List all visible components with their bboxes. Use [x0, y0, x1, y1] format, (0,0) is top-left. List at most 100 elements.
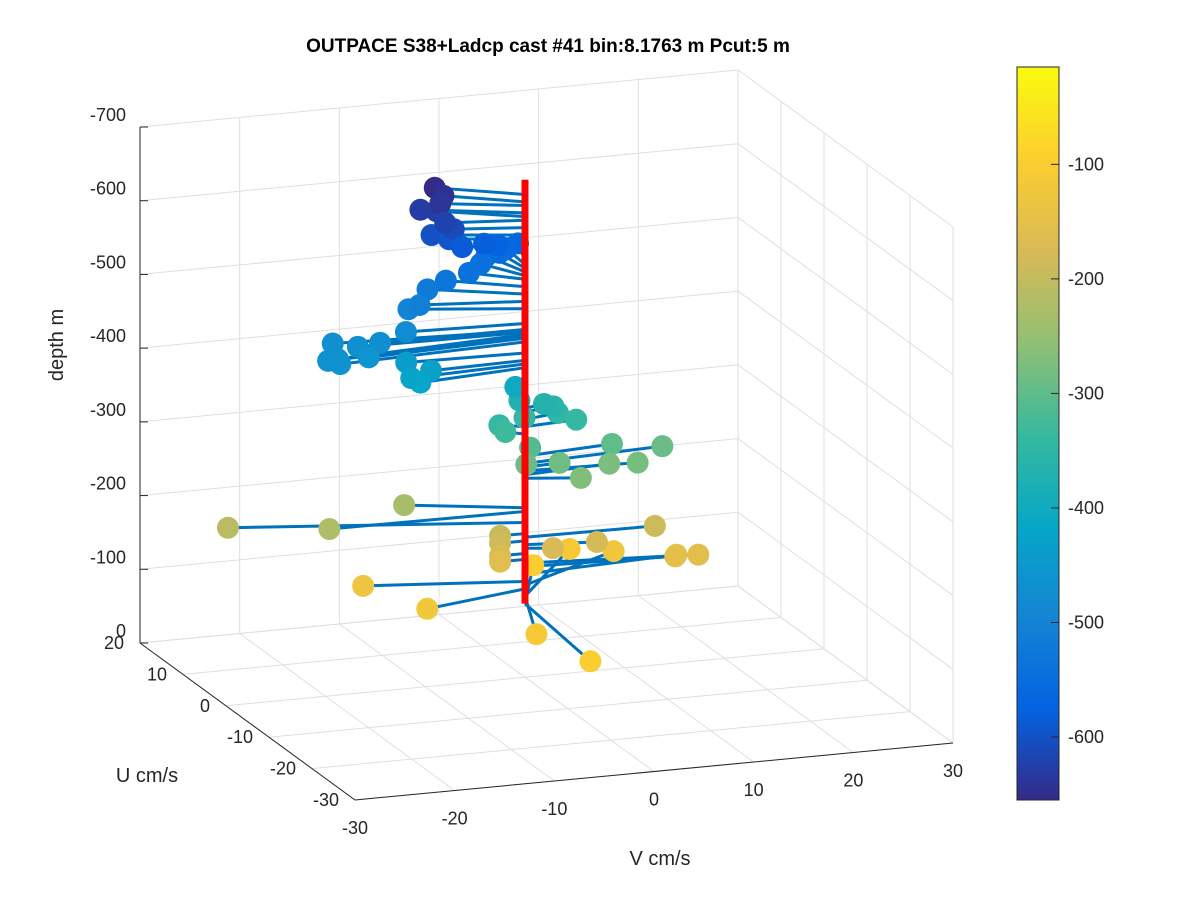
tick-labels: 0-100-200-300-400-500-600-700-30-20-1001… [90, 105, 963, 838]
velocity-marker [451, 236, 474, 259]
back-wall-grid-z [139, 585, 739, 644]
velocity-markers [216, 176, 710, 673]
velocity-stick [227, 521, 526, 530]
velocity-marker [494, 421, 517, 444]
velocity-marker [473, 232, 496, 255]
y-tick-label: 0 [649, 790, 659, 810]
z-tick-label: -200 [90, 474, 126, 494]
y-tick-label: -10 [541, 799, 567, 819]
z-axis-label: depth m [46, 309, 68, 381]
chart-title: OUTPACE S38+Ladcp cast #41 bin:8.1763 m … [306, 36, 790, 57]
velocity-marker [585, 531, 608, 554]
back-wall-grid-z [139, 364, 739, 423]
right-wall-grid-z [737, 585, 954, 744]
velocity-stick [363, 579, 526, 588]
velocity-marker [687, 543, 710, 566]
x-tick-label: -30 [313, 790, 339, 810]
velocity-stick [440, 202, 526, 208]
z-tick-label: -100 [90, 547, 126, 567]
colorbar-tick-label: -300 [1068, 383, 1104, 403]
axes-grid [139, 69, 954, 801]
colorbar [1016, 66, 1060, 801]
velocity-stick [419, 299, 526, 307]
velocity-marker [664, 545, 687, 568]
y-axis-label: V cm/s [629, 848, 690, 870]
velocity-marker [326, 348, 349, 371]
velocity-stick [404, 503, 526, 510]
floor-grid-v [339, 623, 555, 782]
colorbar-tick-label: -500 [1068, 612, 1104, 632]
velocity-marker [394, 320, 417, 343]
velocity-marker [569, 466, 592, 489]
right-wall-grid-z [737, 364, 954, 523]
x-tick-label: 10 [147, 664, 167, 684]
velocity-marker [541, 537, 564, 560]
velocity-marker [357, 346, 380, 369]
velocity-marker [416, 597, 439, 620]
velocity-marker [393, 494, 416, 517]
y-tick-label: 20 [843, 771, 863, 791]
floor-grid-v [638, 595, 854, 753]
right-wall-grid-z [737, 438, 954, 596]
velocity-stick [524, 524, 655, 539]
y-tick-label: 10 [744, 780, 764, 800]
velocity-marker [352, 574, 375, 597]
right-wall-grid-z [737, 217, 954, 375]
z-tick-label: -600 [90, 179, 126, 199]
floor-grid-v [239, 633, 455, 791]
right-wall-grid-z [737, 143, 954, 302]
velocity-marker [602, 540, 625, 563]
x-tick-label: -10 [227, 727, 253, 747]
y-tick-label: 30 [943, 761, 963, 781]
z-tick-label: 0 [116, 621, 126, 641]
z-tick-label: -400 [90, 326, 126, 346]
velocity-stick [453, 226, 526, 231]
z-tick-label: -500 [90, 252, 126, 272]
velocity-marker [558, 538, 581, 561]
velocity-marker [598, 452, 621, 475]
y-axis-line [354, 742, 954, 801]
velocity-sticks [227, 186, 699, 663]
velocity-stick [524, 602, 592, 663]
velocity-stick [405, 321, 526, 334]
floor-grid-v [438, 614, 655, 772]
y-tick-label: -20 [442, 809, 468, 829]
z-tick-label: -300 [90, 400, 126, 420]
velocity-stick [426, 587, 526, 611]
velocity-marker [525, 623, 548, 646]
velocity-marker [643, 514, 666, 537]
velocity-marker [579, 650, 602, 673]
velocity-marker [626, 451, 649, 474]
floor-grid-v [538, 604, 754, 763]
velocity-stick [524, 444, 663, 466]
velocity-marker [600, 432, 623, 455]
velocity-marker [434, 269, 457, 292]
velocity-marker [318, 518, 341, 541]
velocity-marker [409, 198, 432, 221]
velocity-marker [565, 408, 588, 431]
velocity-marker [457, 261, 480, 284]
right-wall-grid-z [737, 69, 954, 228]
x-tick-label: 0 [200, 696, 210, 716]
colorbar-ticks: -100 -200 -300 -400 -500 -600 [1051, 154, 1104, 747]
x-axis-line [139, 642, 356, 801]
x-axis-label: U cm/s [116, 765, 178, 787]
velocity-marker [434, 211, 457, 234]
velocity-marker [216, 516, 239, 539]
colorbar-tick-label: -200 [1068, 269, 1104, 289]
back-wall-grid-z [139, 216, 739, 275]
y-tick-label: -30 [342, 818, 368, 838]
velocity-stick [436, 209, 526, 219]
colorbar-tick-label: -600 [1068, 727, 1104, 747]
x-tick-label: 20 [104, 633, 124, 653]
velocity-marker [504, 375, 527, 398]
velocity-marker [429, 192, 452, 215]
velocity-stick [445, 279, 526, 289]
velocity-marker [409, 371, 432, 394]
velocity-stick [430, 358, 526, 373]
velocity-stick [443, 194, 526, 204]
colorbar-tick-label: -400 [1068, 498, 1104, 518]
back-wall-grid-z [139, 69, 739, 128]
velocity-marker [532, 392, 555, 415]
